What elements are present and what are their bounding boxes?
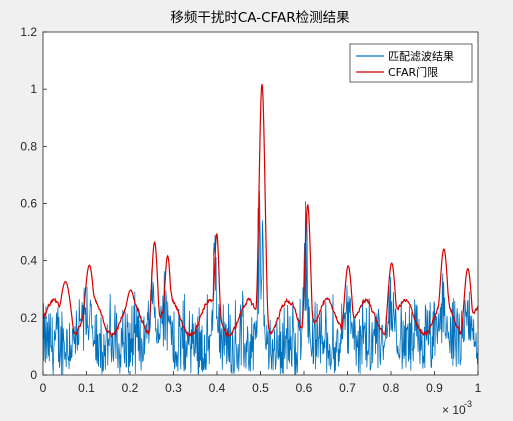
legend: 匹配滤波结果 CFAR门限: [349, 43, 473, 83]
y-tick-label: 1: [30, 82, 37, 96]
x-tick-label: 0.1: [78, 381, 95, 395]
x-exponent-label: × 10 -3: [442, 399, 472, 417]
x-tick-label: 0.5: [252, 381, 269, 395]
series-line-matched-filter: [42, 190, 479, 375]
x-tick-label: 0.4: [209, 381, 226, 395]
x-exponent-base: × 10: [442, 403, 466, 417]
series-line-cfar-threshold: [42, 83, 479, 339]
y-tick-label: 0.6: [20, 197, 37, 211]
x-tick-label: 0.8: [383, 381, 400, 395]
y-tick-label: 1.2: [20, 25, 37, 39]
axes-background: [43, 32, 478, 375]
x-exponent-power: -3: [464, 399, 472, 409]
y-tick-label: 0.2: [20, 311, 37, 325]
x-tick-label: 0.9: [426, 381, 443, 395]
chart-title: 移频干扰时CA-CFAR检测结果: [170, 10, 350, 26]
legend-label-matched: 匹配滤波结果: [388, 50, 454, 63]
x-tick-label: 0.2: [122, 381, 139, 395]
y-tick-label: 0.4: [20, 254, 37, 268]
x-tick-label: 1: [475, 381, 482, 395]
series-layer: [42, 83, 479, 375]
x-tick-label: 0.6: [296, 381, 313, 395]
legend-box: [349, 43, 473, 83]
tick-layer: 0 0.1 0.2 0.3 0.4 0.5 0.6 0.7 0.8 0.9 1 0 0.2 0.4 0.6 0…: [20, 25, 481, 395]
legend-label-cfar: CFAR门限: [388, 65, 438, 79]
x-tick-label: 0.7: [339, 381, 356, 395]
y-tick-label: 0.8: [20, 139, 37, 153]
y-tick-label: 0: [30, 368, 37, 382]
x-tick-label: 0.3: [165, 381, 182, 395]
x-tick-label: 0: [40, 381, 47, 395]
